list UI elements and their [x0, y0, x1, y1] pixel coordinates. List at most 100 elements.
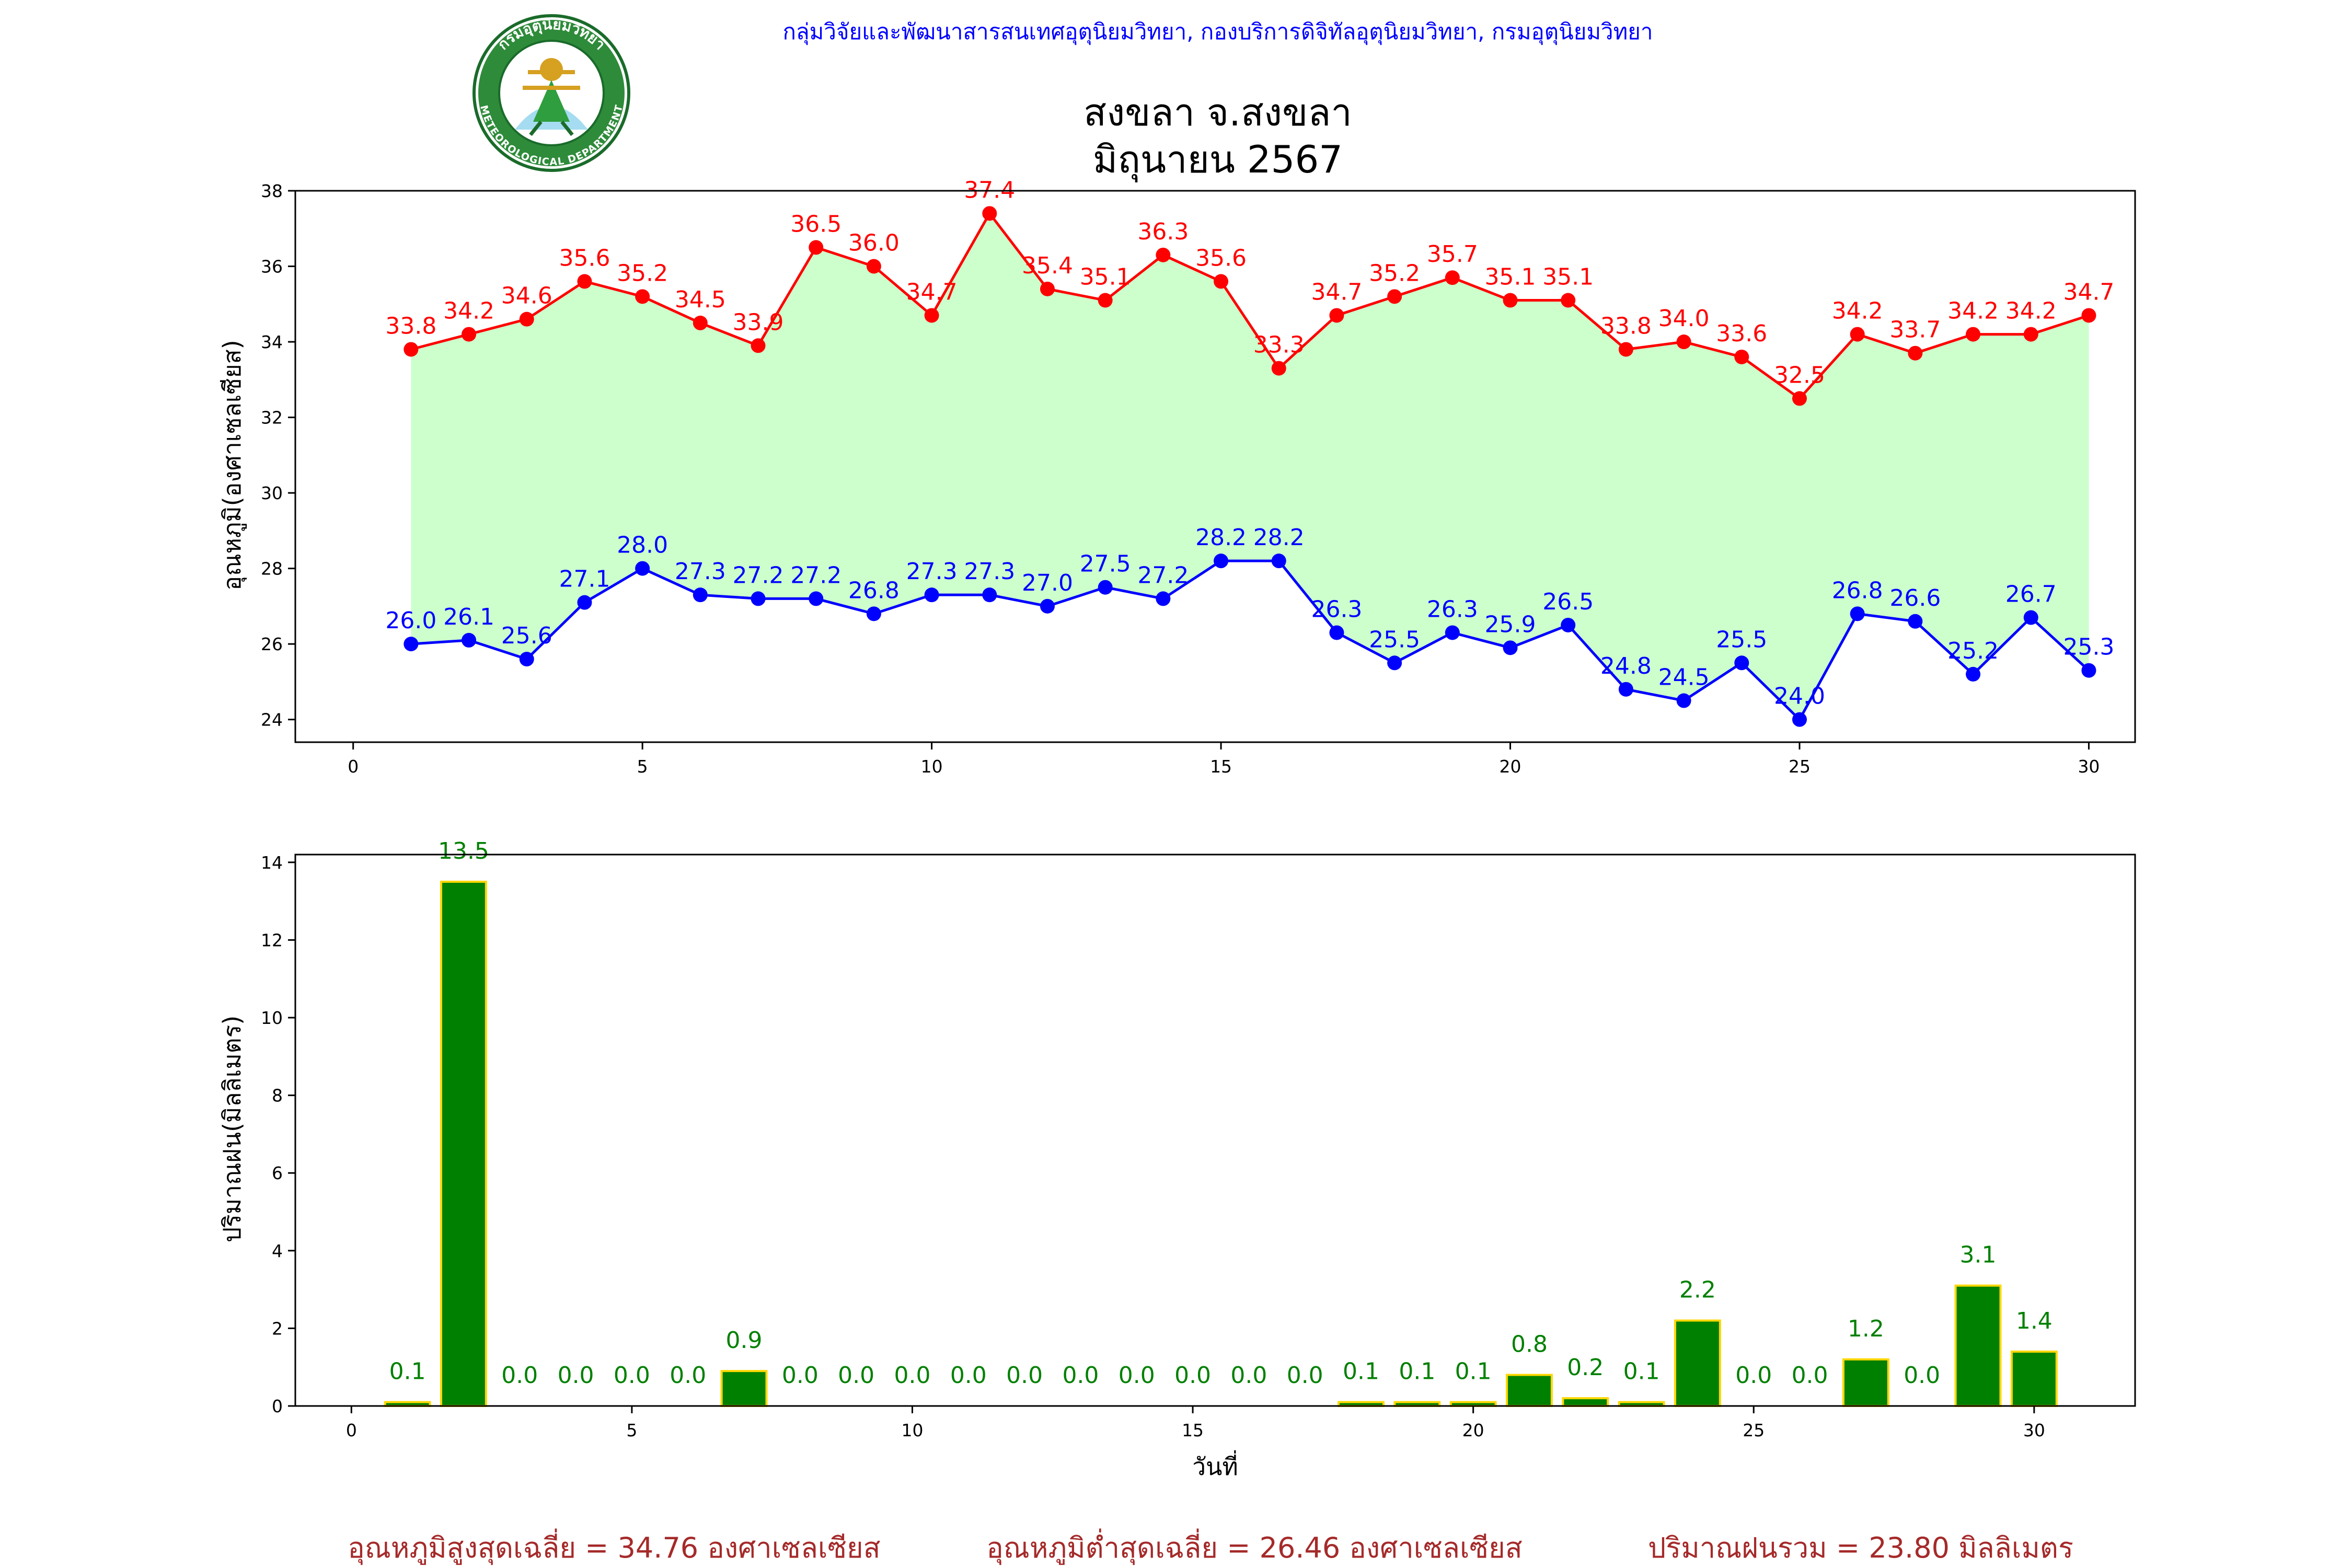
- chart-title-line1: สงขลา จ.สงขลา: [1083, 90, 1352, 134]
- min-temperature-label: 25.2: [1947, 638, 1999, 664]
- rainfall-bar: [1674, 1319, 1721, 1408]
- max-temperature-point: [809, 240, 824, 255]
- max-temperature-point: [1676, 335, 1691, 350]
- max-temperature-line: [410, 211, 2090, 400]
- min-temperature-point: [635, 561, 650, 576]
- rainfall-label: 0.2: [1567, 1354, 1604, 1381]
- max-temperature-point: [403, 342, 419, 357]
- min-temperature-label: 26.1: [443, 604, 494, 630]
- max-temperature-label: 34.5: [675, 286, 726, 313]
- rainfall-x-tick-label: 30: [2023, 1420, 2045, 1440]
- rainfall-label: 0.0: [782, 1362, 818, 1389]
- rainfall-bar: [1842, 1358, 1889, 1407]
- min-temperature-point: [1329, 625, 1344, 640]
- min-temperature-label: 27.2: [1137, 562, 1189, 589]
- min-temperature-label: 26.3: [1311, 596, 1362, 622]
- max-temperature-point: [2081, 308, 2096, 323]
- max-temperature-point: [693, 315, 708, 330]
- rainfall-label: 0.0: [1119, 1362, 1155, 1389]
- rainfall-x-tick-label: 5: [626, 1420, 637, 1440]
- temperature-plot-frame: [294, 190, 2136, 743]
- min-temperature-point: [924, 587, 939, 603]
- chart-title-line2: มิถุนายน 2567: [1093, 137, 1343, 182]
- total-rain-summary: ปริมาณฝนรวม = 23.80 มิลลิเมตร: [1648, 1531, 2073, 1564]
- rainfall-bar: [1954, 1284, 2002, 1407]
- rainfall-label: 0.1: [1455, 1358, 1492, 1385]
- rainfall-label: 0.0: [950, 1362, 987, 1389]
- temperature-panel: 33.834.234.635.635.234.533.936.536.034.7…: [218, 177, 2136, 777]
- rainfall-x-tick-label: 25: [1743, 1420, 1765, 1440]
- min-temperature-label: 25.6: [501, 622, 552, 649]
- rainfall-label: 0.0: [501, 1362, 538, 1389]
- max-temperature-point: [1503, 293, 1518, 308]
- temperature-y-tick-label: 36: [261, 257, 283, 277]
- min-temperature-label: 26.6: [1889, 585, 1941, 612]
- max-temperature-label: 33.7: [1889, 317, 1941, 343]
- temperature-x-tick-label: 10: [921, 756, 943, 777]
- min-temperature-label: 24.0: [1774, 683, 1825, 710]
- min-temperature-label: 24.8: [1600, 653, 1652, 679]
- max-temperature-label: 35.6: [559, 245, 610, 271]
- max-temperature-point: [1214, 274, 1229, 289]
- max-temperature-point: [1966, 327, 1981, 342]
- max-temperature-label: 34.7: [2063, 279, 2114, 305]
- rainfall-bar: [440, 881, 487, 1408]
- max-temperature-label: 33.6: [1716, 320, 1767, 347]
- rainfall-panel: 0.1 13.5 0.0 0.0 0.0 0.0 0.9 0.0 0.0 0.0 0.0 0.0 0.0…: [218, 838, 2136, 1481]
- min-temperature-label: 26.7: [2005, 581, 2057, 608]
- max-temperature-label: 35.2: [617, 260, 668, 286]
- temperature-range-fill: [411, 213, 2089, 720]
- min-temperature-point: [1387, 655, 1402, 671]
- min-temperature-point: [693, 587, 708, 603]
- rainfall-y-tick-label: 4: [272, 1241, 283, 1261]
- meteorological-department-seal-icon: [515, 58, 588, 136]
- logo: กรมอุตุนิยมวิทยา METEOROLOGICAL DEPARTME…: [472, 14, 630, 172]
- min-temperature-point: [1908, 614, 1923, 629]
- min-temperature-point: [462, 632, 477, 648]
- temperature-x-tick-label: 5: [637, 756, 648, 777]
- min-temperature-point: [1734, 655, 1749, 671]
- temperature-x-tick-label: 30: [2078, 756, 2100, 777]
- avg-max-summary: อุณหภูมิสูงสุดเฉลี่ย = 34.76 องศาเซลเซีย…: [348, 1528, 880, 1565]
- max-temperature-label: 34.2: [443, 298, 494, 325]
- min-temperature-point: [866, 606, 881, 621]
- rainfall-label: 0.0: [1792, 1362, 1828, 1389]
- rainfall-label: 0.0: [1735, 1362, 1772, 1389]
- rainfall-bar: [720, 1370, 768, 1407]
- min-temperature-label: 26.8: [848, 577, 900, 604]
- avg-min-summary: อุณหภูมิต่ำสุดเฉลี่ย = 26.46 องศาเซลเซีย…: [986, 1528, 1522, 1565]
- rainfall-bar: [1506, 1374, 1553, 1408]
- rainfall-y-tick-label: 10: [261, 1008, 283, 1028]
- max-temperature-point: [1098, 293, 1113, 308]
- max-temperature-label: 34.2: [1947, 298, 1999, 325]
- max-temperature-point: [1734, 349, 1749, 364]
- min-temperature-label: 25.5: [1369, 626, 1420, 653]
- rainfall-plot-frame: [294, 854, 2136, 1407]
- temperature-y-tick-label: 34: [261, 332, 283, 352]
- max-temperature-point: [866, 259, 881, 274]
- rainfall-label: 0.0: [1174, 1362, 1211, 1389]
- min-temperature-label: 28.2: [1253, 524, 1305, 551]
- min-temperature-point: [1850, 606, 1865, 621]
- rainfall-label: 0.0: [1287, 1362, 1323, 1389]
- rainfall-label: 3.1: [1960, 1242, 1997, 1269]
- rainfall-x-axis-label: วันที่: [1192, 1450, 1238, 1481]
- max-temperature-point: [924, 308, 939, 323]
- max-temperature-point: [1329, 308, 1344, 323]
- credit-text: กลุ่มวิจัยและพัฒนาสารสนเทศอุตุนิยมวิทยา,…: [782, 19, 1653, 45]
- min-temperature-point: [577, 595, 592, 610]
- max-temperature-label: 34.7: [906, 279, 958, 305]
- temperature-y-axis-label: อุณหภูมิ(องศาเซลเซียส): [218, 340, 247, 590]
- max-temperature-label: 36.3: [1137, 218, 1189, 245]
- rainfall-label: 0.9: [726, 1327, 763, 1354]
- min-temperature-point: [1445, 625, 1460, 640]
- min-temperature-point: [1271, 554, 1286, 569]
- rainfall-label: 13.5: [438, 838, 489, 864]
- min-temperature-label: 27.0: [1022, 570, 1073, 596]
- rainfall-x-tick-label: 10: [901, 1420, 923, 1440]
- max-temperature-point: [462, 327, 477, 342]
- max-temperature-point: [519, 312, 534, 327]
- temperature-y-tick-label: 26: [261, 634, 283, 654]
- min-temperature-point: [1618, 682, 1633, 697]
